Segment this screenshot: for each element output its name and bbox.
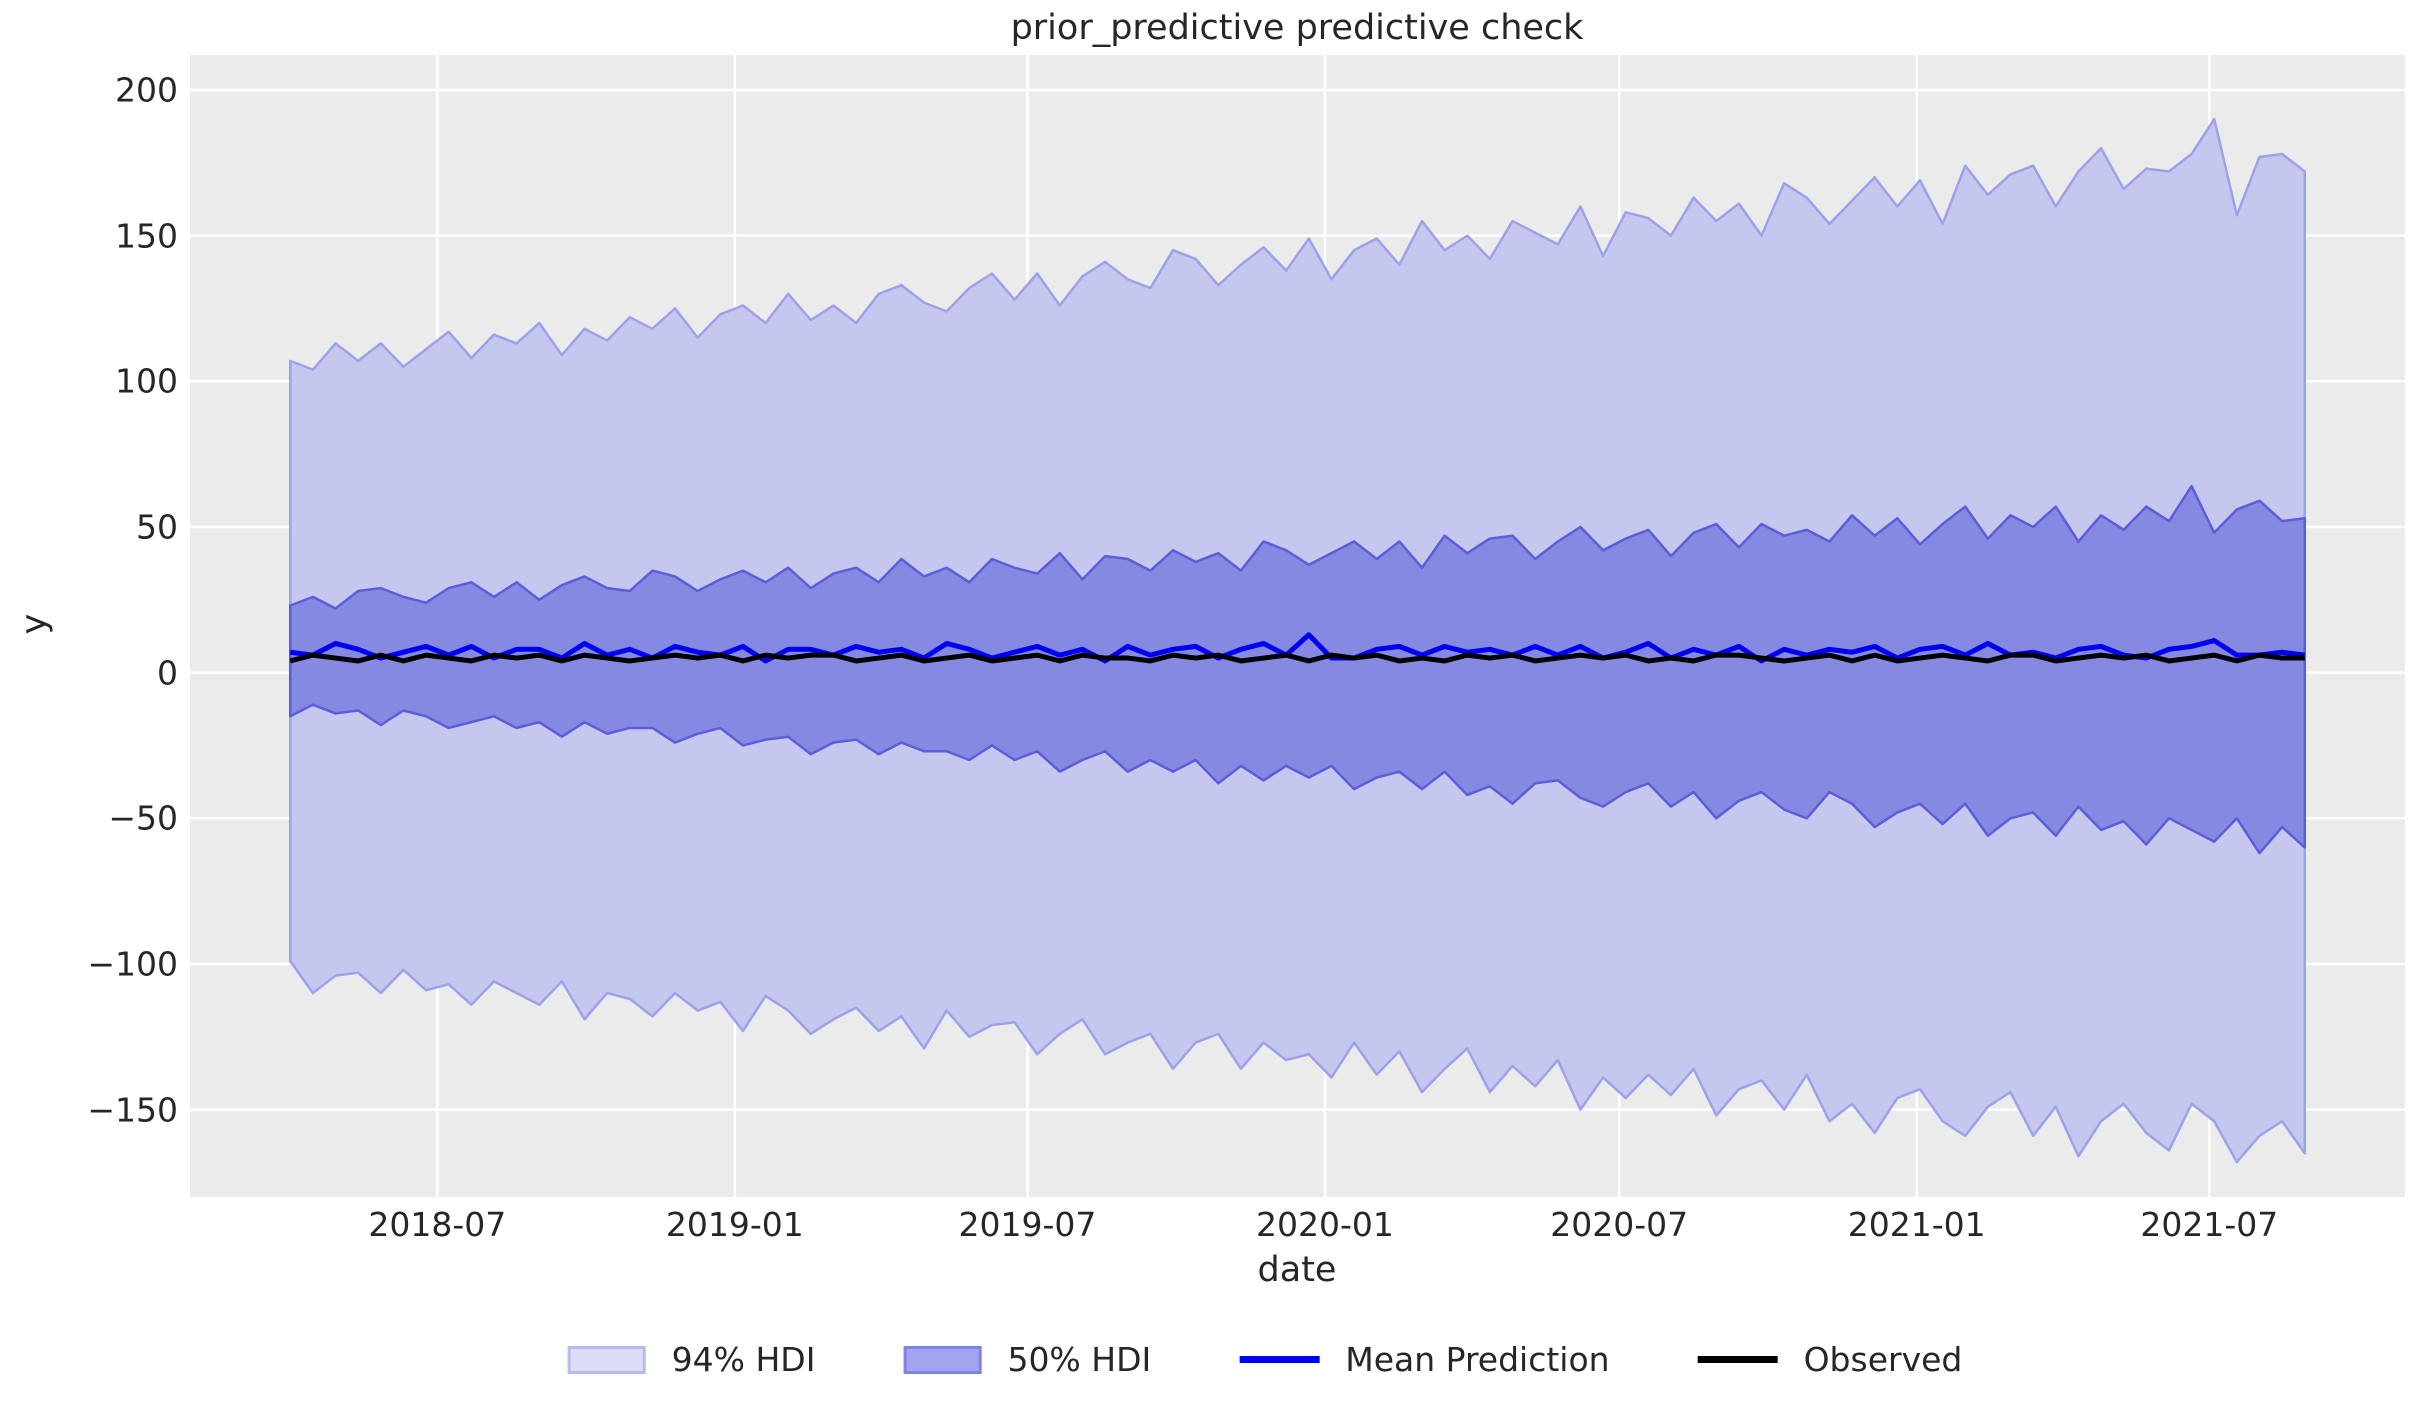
y-tick-label: 0 — [157, 653, 178, 693]
x-tick-label: 2021-07 — [2140, 1205, 2279, 1244]
y-tick-label: 200 — [115, 70, 178, 110]
y-tick-label: 50 — [136, 507, 178, 547]
y-axis-label: y — [14, 613, 55, 635]
legend-line-icon — [1239, 1356, 1320, 1363]
y-tick-label: −100 — [87, 944, 178, 984]
y-tick-label: −150 — [87, 1090, 178, 1130]
x-tick-label: 2019-01 — [665, 1205, 804, 1244]
x-axis-label: date — [1257, 1250, 1337, 1290]
legend-patch-icon — [567, 1345, 646, 1374]
y-tick-label: 150 — [115, 216, 178, 256]
legend: 94% HDI 50% HDI Mean Prediction Observed — [567, 1340, 1963, 1379]
mean-prediction-line — [289, 632, 2306, 664]
legend-item: 50% HDI — [903, 1340, 1151, 1379]
x-tick-label: 2020-07 — [1550, 1205, 1689, 1244]
x-tick-label: 2018-07 — [368, 1205, 507, 1244]
legend-label: Observed — [1803, 1340, 1963, 1379]
legend-item: 94% HDI — [567, 1340, 816, 1379]
chart-title: prior_predictive predictive check — [1010, 8, 1584, 48]
legend-patch-icon — [903, 1345, 982, 1374]
x-tick-label: 2021-01 — [1847, 1205, 1986, 1244]
legend-label: Mean Prediction — [1345, 1340, 1610, 1379]
legend-line-icon — [1697, 1356, 1778, 1363]
hdi50-band — [288, 484, 2307, 855]
y-tick-label: −50 — [108, 798, 178, 838]
legend-label: 94% HDI — [671, 1340, 816, 1379]
x-tick-label: 2020-01 — [1256, 1205, 1394, 1244]
legend-item: Observed — [1697, 1340, 1963, 1379]
legend-item: Mean Prediction — [1239, 1340, 1610, 1379]
y-tick-label: 100 — [115, 361, 178, 401]
legend-label: 50% HDI — [1007, 1340, 1152, 1379]
observed-line — [289, 652, 2305, 664]
x-tick-label: 2019-07 — [958, 1205, 1097, 1244]
